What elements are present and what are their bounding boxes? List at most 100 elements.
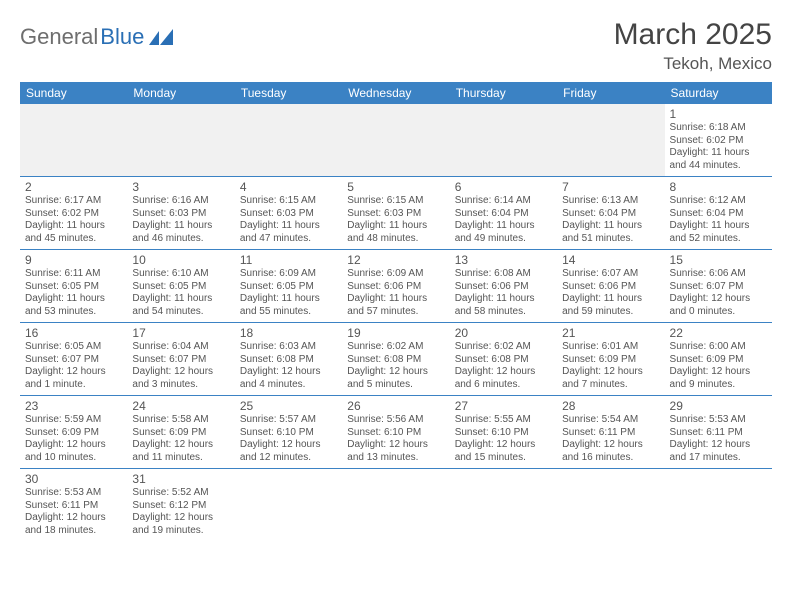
logo-text-gray: General — [20, 24, 98, 50]
day-number: 19 — [347, 326, 444, 340]
day-header: Monday — [127, 82, 234, 104]
day-number: 15 — [670, 253, 767, 267]
calendar-cell: 20Sunrise: 6:02 AMSunset: 6:08 PMDayligh… — [450, 323, 557, 396]
calendar-cell: 10Sunrise: 6:10 AMSunset: 6:05 PMDayligh… — [127, 250, 234, 323]
sunrise-text: Sunrise: 6:03 AM — [240, 341, 337, 354]
sunrise-text: Sunrise: 6:15 AM — [347, 195, 444, 208]
sunset-text: Sunset: 6:03 PM — [132, 208, 229, 221]
calendar-cell: 8Sunrise: 6:12 AMSunset: 6:04 PMDaylight… — [665, 177, 772, 250]
day-number: 26 — [347, 399, 444, 413]
calendar-cell: 19Sunrise: 6:02 AMSunset: 6:08 PMDayligh… — [342, 323, 449, 396]
sunset-text: Sunset: 6:12 PM — [132, 500, 229, 513]
calendar-cell: 30Sunrise: 5:53 AMSunset: 6:11 PMDayligh… — [20, 469, 127, 542]
calendar-week: 16Sunrise: 6:05 AMSunset: 6:07 PMDayligh… — [20, 323, 772, 396]
day-number: 18 — [240, 326, 337, 340]
calendar-cell: 9Sunrise: 6:11 AMSunset: 6:05 PMDaylight… — [20, 250, 127, 323]
calendar-cell — [235, 104, 342, 177]
calendar-cell — [665, 469, 772, 542]
sunrise-text: Sunrise: 6:15 AM — [240, 195, 337, 208]
calendar-cell: 1Sunrise: 6:18 AMSunset: 6:02 PMDaylight… — [665, 104, 772, 177]
sunrise-text: Sunrise: 6:02 AM — [455, 341, 552, 354]
day-header: Tuesday — [235, 82, 342, 104]
day-number: 17 — [132, 326, 229, 340]
daylight-text: Daylight: 11 hours and 59 minutes. — [562, 293, 659, 318]
day-header: Wednesday — [342, 82, 449, 104]
day-number: 14 — [562, 253, 659, 267]
calendar-cell: 6Sunrise: 6:14 AMSunset: 6:04 PMDaylight… — [450, 177, 557, 250]
sunset-text: Sunset: 6:06 PM — [347, 281, 444, 294]
daylight-text: Daylight: 12 hours and 17 minutes. — [670, 439, 767, 464]
calendar-cell: 2Sunrise: 6:17 AMSunset: 6:02 PMDaylight… — [20, 177, 127, 250]
calendar-cell — [342, 469, 449, 542]
sunrise-text: Sunrise: 6:09 AM — [240, 268, 337, 281]
sunset-text: Sunset: 6:05 PM — [25, 281, 122, 294]
sunrise-text: Sunrise: 6:18 AM — [670, 122, 767, 135]
calendar-cell — [450, 104, 557, 177]
sunset-text: Sunset: 6:11 PM — [562, 427, 659, 440]
calendar-cell: 31Sunrise: 5:52 AMSunset: 6:12 PMDayligh… — [127, 469, 234, 542]
calendar-cell: 24Sunrise: 5:58 AMSunset: 6:09 PMDayligh… — [127, 396, 234, 469]
sunset-text: Sunset: 6:02 PM — [670, 135, 767, 148]
daylight-text: Daylight: 11 hours and 52 minutes. — [670, 220, 767, 245]
sunrise-text: Sunrise: 6:12 AM — [670, 195, 767, 208]
sunset-text: Sunset: 6:06 PM — [455, 281, 552, 294]
sunrise-text: Sunrise: 5:52 AM — [132, 487, 229, 500]
day-number: 30 — [25, 472, 122, 486]
calendar-cell — [127, 104, 234, 177]
day-number: 11 — [240, 253, 337, 267]
sunset-text: Sunset: 6:09 PM — [670, 354, 767, 367]
sunset-text: Sunset: 6:02 PM — [25, 208, 122, 221]
calendar-week: 1Sunrise: 6:18 AMSunset: 6:02 PMDaylight… — [20, 104, 772, 177]
day-number: 9 — [25, 253, 122, 267]
calendar-cell — [557, 104, 664, 177]
day-number: 3 — [132, 180, 229, 194]
day-header: Friday — [557, 82, 664, 104]
calendar-cell: 4Sunrise: 6:15 AMSunset: 6:03 PMDaylight… — [235, 177, 342, 250]
sunrise-text: Sunrise: 5:54 AM — [562, 414, 659, 427]
calendar-week: 30Sunrise: 5:53 AMSunset: 6:11 PMDayligh… — [20, 469, 772, 542]
day-header-row: SundayMondayTuesdayWednesdayThursdayFrid… — [20, 82, 772, 104]
daylight-text: Daylight: 11 hours and 49 minutes. — [455, 220, 552, 245]
daylight-text: Daylight: 11 hours and 57 minutes. — [347, 293, 444, 318]
daylight-text: Daylight: 12 hours and 11 minutes. — [132, 439, 229, 464]
calendar-cell: 12Sunrise: 6:09 AMSunset: 6:06 PMDayligh… — [342, 250, 449, 323]
daylight-text: Daylight: 11 hours and 54 minutes. — [132, 293, 229, 318]
title-block: March 2025 Tekoh, Mexico — [614, 18, 772, 74]
sunset-text: Sunset: 6:07 PM — [25, 354, 122, 367]
daylight-text: Daylight: 11 hours and 51 minutes. — [562, 220, 659, 245]
daylight-text: Daylight: 12 hours and 3 minutes. — [132, 366, 229, 391]
sunrise-text: Sunrise: 6:17 AM — [25, 195, 122, 208]
calendar-table: SundayMondayTuesdayWednesdayThursdayFrid… — [20, 82, 772, 541]
daylight-text: Daylight: 12 hours and 10 minutes. — [25, 439, 122, 464]
sunrise-text: Sunrise: 6:04 AM — [132, 341, 229, 354]
daylight-text: Daylight: 11 hours and 46 minutes. — [132, 220, 229, 245]
sunrise-text: Sunrise: 5:58 AM — [132, 414, 229, 427]
sunset-text: Sunset: 6:03 PM — [240, 208, 337, 221]
day-number: 5 — [347, 180, 444, 194]
sunset-text: Sunset: 6:05 PM — [240, 281, 337, 294]
calendar-cell — [342, 104, 449, 177]
day-number: 1 — [670, 107, 767, 121]
sunrise-text: Sunrise: 5:55 AM — [455, 414, 552, 427]
calendar-cell: 13Sunrise: 6:08 AMSunset: 6:06 PMDayligh… — [450, 250, 557, 323]
sunrise-text: Sunrise: 5:57 AM — [240, 414, 337, 427]
sunset-text: Sunset: 6:07 PM — [670, 281, 767, 294]
sunset-text: Sunset: 6:10 PM — [347, 427, 444, 440]
sunset-text: Sunset: 6:03 PM — [347, 208, 444, 221]
calendar-cell — [20, 104, 127, 177]
sunrise-text: Sunrise: 5:53 AM — [670, 414, 767, 427]
calendar-week: 23Sunrise: 5:59 AMSunset: 6:09 PMDayligh… — [20, 396, 772, 469]
sunrise-text: Sunrise: 6:07 AM — [562, 268, 659, 281]
day-number: 29 — [670, 399, 767, 413]
daylight-text: Daylight: 12 hours and 0 minutes. — [670, 293, 767, 318]
day-number: 27 — [455, 399, 552, 413]
calendar-cell: 26Sunrise: 5:56 AMSunset: 6:10 PMDayligh… — [342, 396, 449, 469]
sunrise-text: Sunrise: 6:05 AM — [25, 341, 122, 354]
sunset-text: Sunset: 6:06 PM — [562, 281, 659, 294]
daylight-text: Daylight: 12 hours and 5 minutes. — [347, 366, 444, 391]
daylight-text: Daylight: 12 hours and 18 minutes. — [25, 512, 122, 537]
daylight-text: Daylight: 11 hours and 58 minutes. — [455, 293, 552, 318]
daylight-text: Daylight: 11 hours and 47 minutes. — [240, 220, 337, 245]
daylight-text: Daylight: 12 hours and 12 minutes. — [240, 439, 337, 464]
daylight-text: Daylight: 11 hours and 44 minutes. — [670, 147, 767, 172]
